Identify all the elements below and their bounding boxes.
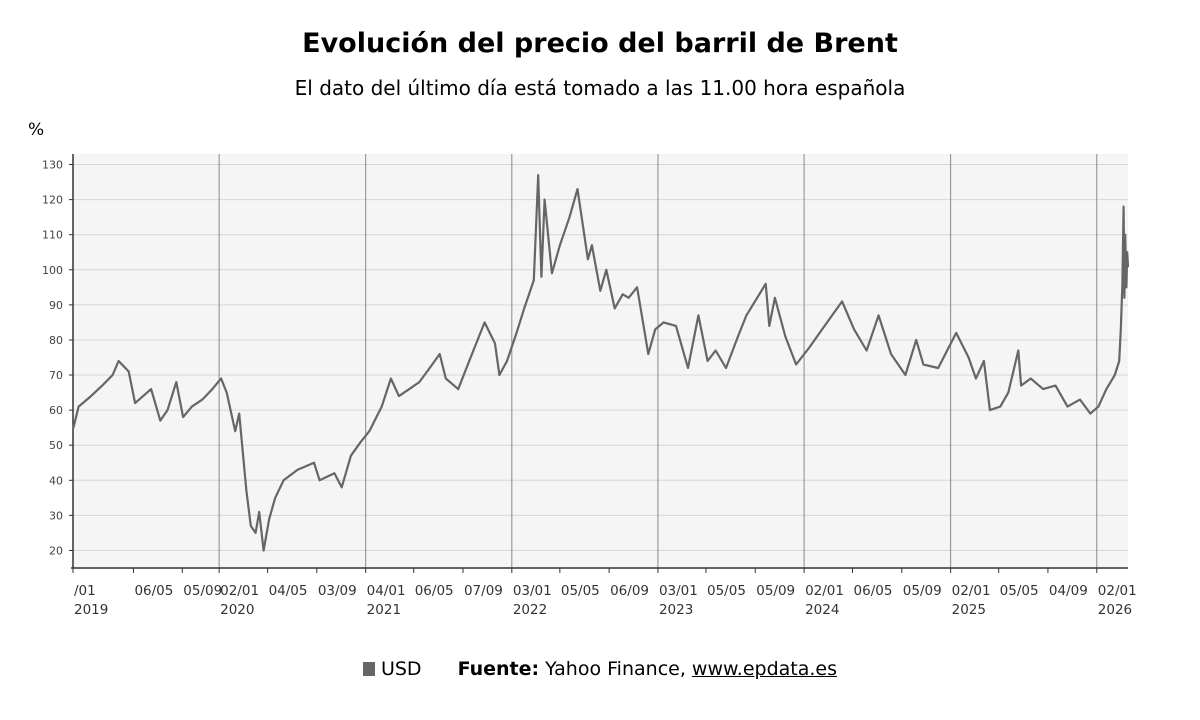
x-tick-year-label: 2021: [367, 602, 401, 618]
y-axis-unit-label: %: [28, 120, 45, 140]
y-tick-label: 130: [42, 159, 63, 172]
chart-title: Evolución del precio del barril de Brent: [302, 28, 898, 59]
x-tick-label: 05/09: [183, 583, 222, 599]
x-tick-label: 02/01: [1098, 583, 1137, 599]
x-tick-label: 05/09: [903, 583, 942, 599]
x-tick-label: 05/05: [1000, 583, 1039, 599]
y-tick-label: 50: [49, 439, 63, 452]
source-label: Fuente:: [457, 658, 540, 680]
x-tick-label: 04/09: [1049, 583, 1088, 599]
y-tick-label: 90: [49, 299, 63, 312]
x-tick-label: 05/05: [561, 583, 600, 599]
legend-item-usd: USD: [362, 658, 422, 680]
x-tick-label: 07/09: [464, 583, 503, 599]
plot-area: [73, 154, 1128, 568]
legend-label: USD: [380, 658, 422, 680]
x-tick-label: 03/01: [513, 583, 552, 599]
x-tick-year-label: 2024: [805, 602, 839, 618]
chart-subtitle: El dato del último día está tomado a las…: [294, 76, 906, 100]
series-line-usd: [72, 174, 1130, 552]
x-tick-label: 06/05: [134, 583, 173, 599]
x-tick-label: 02/01: [805, 583, 844, 599]
source-link[interactable]: www.epdata.es: [691, 658, 838, 680]
x-tick-label: 02/01: [220, 583, 259, 599]
y-tick-label: 110: [42, 229, 63, 242]
x-tick-label: 04/01: [367, 583, 406, 599]
x-tick-label: 02/01: [952, 583, 991, 599]
x-tick-label: 05/05: [707, 583, 746, 599]
x-tick-label: /01: [74, 583, 96, 599]
x-tick-year-label: 2019: [74, 602, 108, 618]
y-tick-label: 30: [49, 509, 63, 522]
legend-swatch: [362, 662, 375, 676]
y-tick-label: 70: [49, 369, 63, 382]
y-tick-label: 20: [49, 544, 63, 557]
chart-footer: USD Fuente: Yahoo Finance, www.epdata.es: [0, 658, 1200, 680]
y-tick-label: 80: [49, 334, 63, 347]
x-tick-year-label: 2026: [1098, 602, 1132, 618]
x-tick-label: 05/09: [756, 583, 795, 599]
x-tick-label: 06/05: [415, 583, 454, 599]
y-tick-label: 40: [49, 474, 63, 487]
x-tick-label: 03/09: [318, 583, 357, 599]
x-tick-year-label: 2020: [220, 602, 254, 618]
y-tick-label: 60: [49, 404, 63, 417]
x-tick-label: 03/01: [659, 583, 698, 599]
source-text: Yahoo Finance,: [545, 658, 686, 680]
y-tick-label: 120: [42, 194, 63, 207]
x-tick-label: 04/05: [269, 583, 308, 599]
x-tick-year-label: 2023: [659, 602, 693, 618]
y-tick-label: 100: [42, 264, 63, 277]
x-tick-year-label: 2022: [513, 602, 547, 618]
x-tick-year-label: 2025: [952, 602, 986, 618]
x-tick-label: 06/05: [854, 583, 893, 599]
x-tick-label: 06/09: [610, 583, 649, 599]
